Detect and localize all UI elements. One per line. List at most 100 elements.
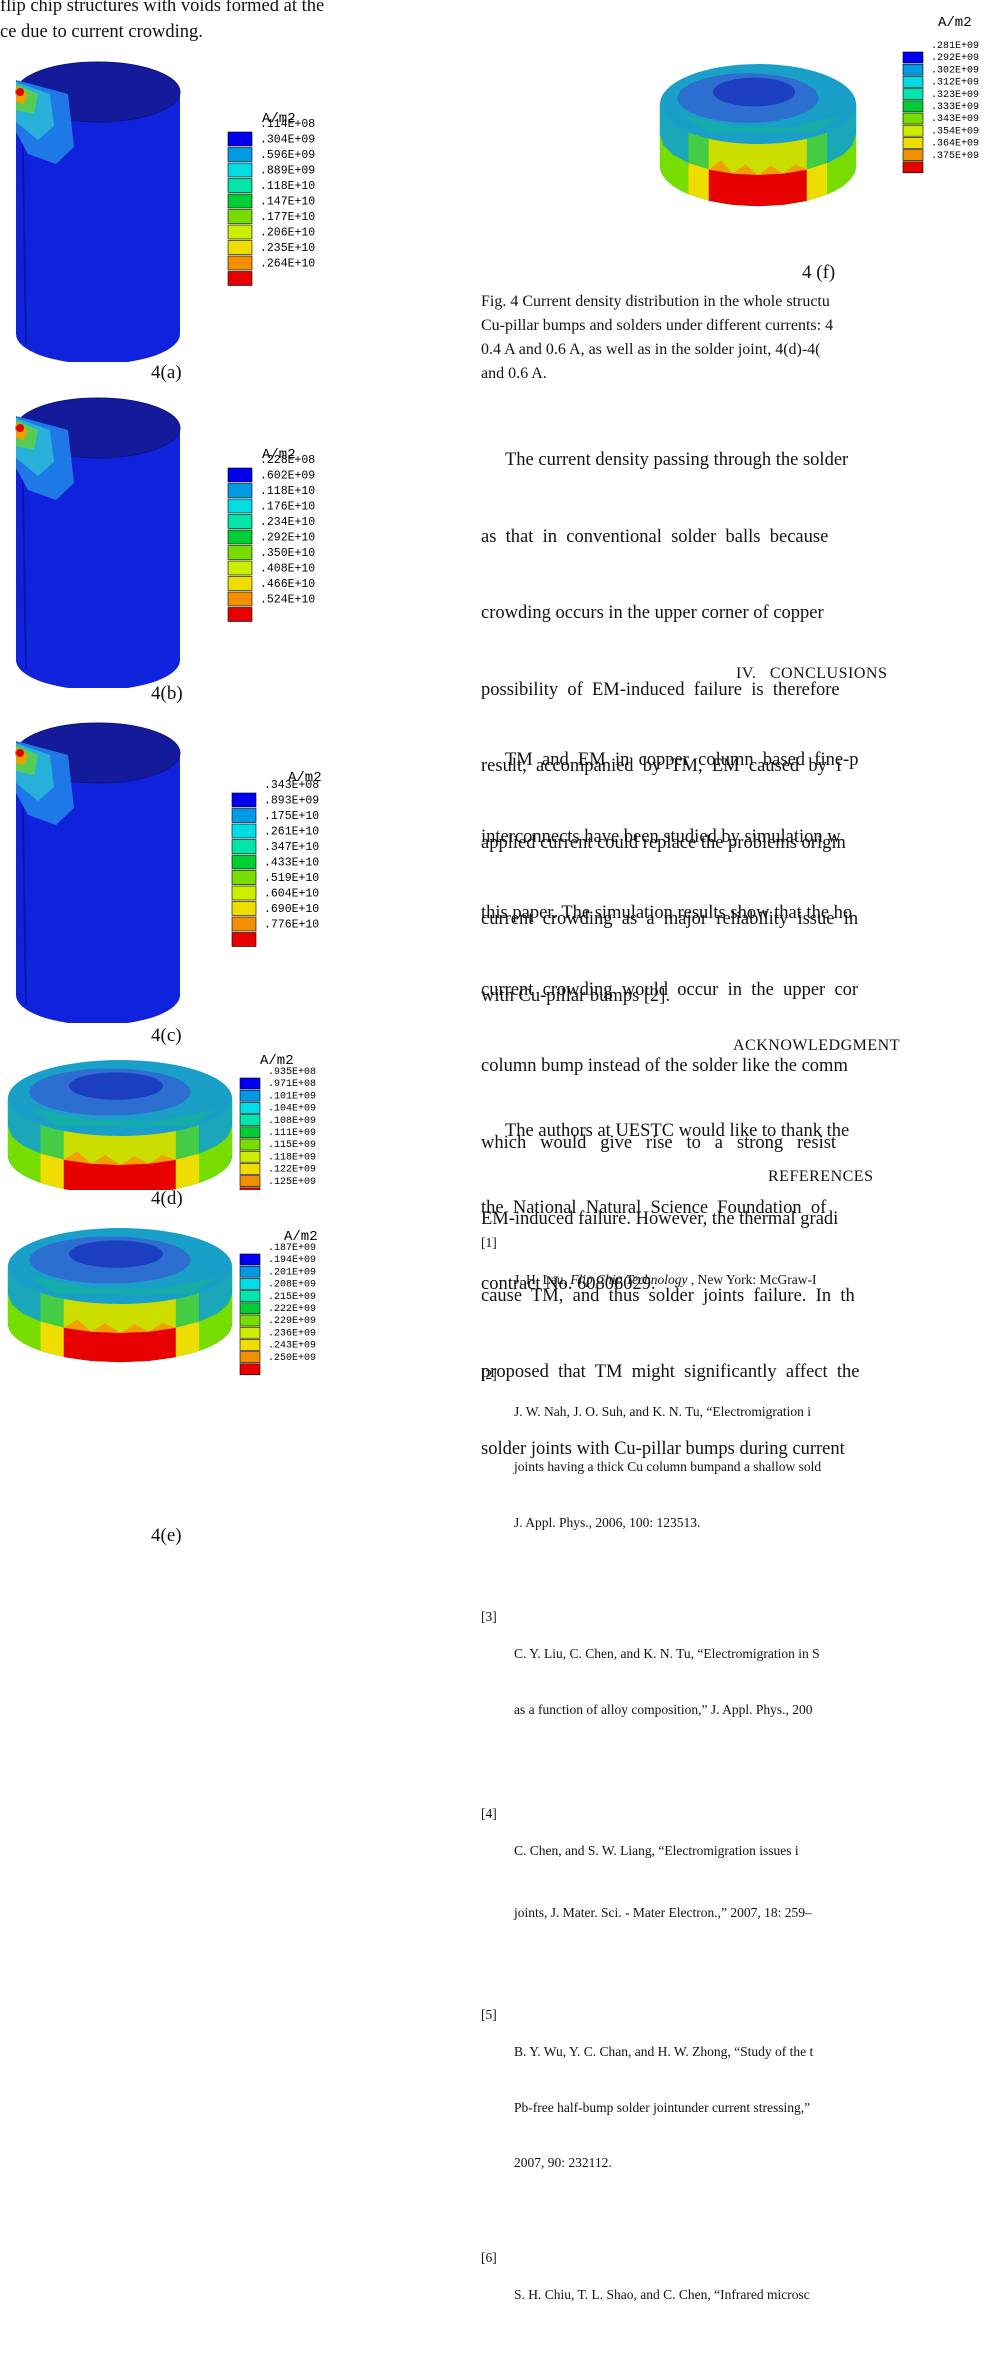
figure-4e-label: 4(e) [151,1525,182,1546]
legend-value: .250E+09 [268,1353,316,1364]
legend-unit-label: A/m2 [284,1229,318,1245]
legend-value: .302E+09 [931,65,979,76]
fea-plot-d: A/m2.935E+08.971E+08.101E+09 .104E+09.108… [7,1053,316,1200]
text-line: cause TM, and thus solder joints failure… [481,1285,855,1306]
text-line: the National Natural Science Foundation … [481,1197,827,1218]
legend-swatch [902,112,924,125]
legend-swatch [227,591,253,607]
legend-value: .101E+09 [268,1091,316,1102]
legend-value: .229E+09 [268,1316,316,1327]
fea-plot-e: A/m2.187E+09.194E+09.201E+09 .208E+09.215… [7,1228,318,1376]
legend-value: .602E+09 [260,470,315,483]
current-crowding-hotspot [16,80,74,164]
legend-swatch [239,1089,261,1102]
legend-value: .208E+09 [268,1280,316,1291]
legend-value: .596E+09 [260,149,315,162]
legend-value: .187E+09 [268,1243,316,1254]
top-text-line-2: ce due to current crowding. [0,22,203,42]
legend-swatch [239,1302,261,1315]
legend-value: .690E+10 [264,903,319,916]
legend-value: .222E+09 [268,1304,316,1315]
legend-unit-label: A/m2 [938,15,972,31]
legend-value: .177E+10 [260,211,315,224]
legend-value: .235E+10 [260,242,315,255]
legend-swatch [239,1278,261,1290]
legend-swatch [231,808,257,823]
legend-value: .350E+10 [260,547,315,560]
figure-4b: A/m2.228E+08 .602E+09 .118E+10 .176E+10 .234… [0,388,340,690]
legend-swatch [231,823,257,839]
legend-value: .292E+09 [931,53,979,64]
legend-value: .519E+10 [264,872,319,885]
legend-swatch [902,63,924,76]
legend-unit-label: A/m2 [262,111,296,127]
figure-4e: A/m2.187E+09.194E+09.201E+09 .208E+09.215… [0,1218,350,1518]
caption-line: 0.4 A and 0.6 A, as well as in the solde… [481,341,821,358]
text-line: column bump instead of the solder like t… [481,1056,848,1076]
legend-value: .236E+09 [268,1328,316,1339]
legend-swatch [227,560,253,576]
legend-value: .347E+10 [264,841,319,854]
legend-value: .281E+09 [931,41,979,52]
legend-swatch [902,149,924,161]
legend-swatch [902,88,924,100]
reference-number: [5] [481,2007,497,2022]
legend-swatch [239,1351,261,1363]
text-line: proposed that TM might significantly aff… [481,1362,860,1382]
legend-swatch [239,1290,261,1302]
text-line: solder joints with Cu-pillar bumps durin… [481,1438,845,1459]
text-line: current crowding as a major reliability … [481,909,859,929]
text-line: The current density passing through the … [505,450,849,470]
figure-4f: A/m2 .281E+09.292E+09.302E+09 .312E+09.323… [648,4,1004,256]
legend-swatch [239,1363,261,1376]
legend-value: .115E+09 [268,1140,316,1151]
current-crowding-hotspot [16,741,74,825]
solder-joint [7,1060,233,1195]
fea-plot-a: A/m2.114E+08 .304E+09 .596E+09 .889E+09 .118… [0,52,340,364]
reference-item: [1] J. H. Lau, Flip Chip Technology , Ne… [481,1234,821,1327]
reference-item: [5] B. Y. Wu, Y. C. Chan, and H. W. Zhon… [481,2006,821,2210]
legend-swatch [227,607,253,622]
reference-item: [4] C. Chen, and S. W. Liang, “Electromi… [481,1805,821,1959]
legend-value: .118E+09 [268,1152,316,1163]
legend-value: .433E+10 [264,857,319,870]
legend-value: .111E+09 [268,1128,316,1139]
reference-number: [1] [481,1235,497,1250]
reference-line: S. H. Chiu, T. L. Shao, and C. Chen, “In… [514,2286,810,2302]
legend-value: .776E+10 [264,919,319,932]
reference-line: C. Chen, and S. W. Liang, “Electromigrat… [514,1843,799,1858]
reference-number: [2] [481,1366,497,1382]
legend-unit-label: A/m2 [260,1053,294,1069]
legend-value: .201E+09 [268,1267,316,1278]
legend-swatch [239,1253,261,1266]
text-line: which would give rise to a strong resist [481,1132,837,1153]
legend-value: .893E+09 [264,795,319,808]
legend-value: .261E+10 [264,826,319,839]
legend-value: .971E+08 [268,1079,316,1090]
reference-item: [3] C. Y. Liu, C. Chen, and K. N. Tu, “E… [481,1608,821,1756]
figure-4c-label: 4(c) [151,1025,182,1046]
text-line: as that in conventional solder balls bec… [481,526,829,547]
reference-line: J. Appl. Phys., 2006, 100: 123513. [514,1514,701,1530]
figure-4b-label: 4(b) [151,683,183,704]
legend-value: .323E+09 [931,90,979,101]
legend-value: .122E+09 [268,1165,316,1176]
legend-value: .408E+10 [260,563,315,576]
legend-swatch [902,137,924,149]
text-line: result, accompanied by TM, EM caused by … [481,756,842,776]
fea-plot-c: A/m2.343E+08 .893E+09 .175E+10 .261E+10 .347… [0,713,350,1025]
legend-swatch [227,483,253,498]
reference-line: joints, J. Mater. Sci. - Mater Electron.… [514,1904,812,1920]
legend-value: .524E+10 [260,594,315,607]
reference-line: joints having a thick Cu column bumpand … [514,1459,822,1474]
legend-swatch [902,161,924,174]
caption-line: Fig. 4 Current density distribution in t… [481,293,830,310]
legend-value: .125E+09 [268,1177,316,1188]
paragraph-conclusions: TM and EM in copper column based fine-p … [481,697,860,1488]
legend-swatch [239,1077,261,1090]
text-line: The authors at UESTC would like to thank… [505,1121,850,1141]
paragraph-em-discussion: The current density passing through the … [481,397,858,1035]
legend-swatch [227,545,253,560]
legend-swatch [239,1175,261,1187]
legend-swatch [231,885,257,901]
